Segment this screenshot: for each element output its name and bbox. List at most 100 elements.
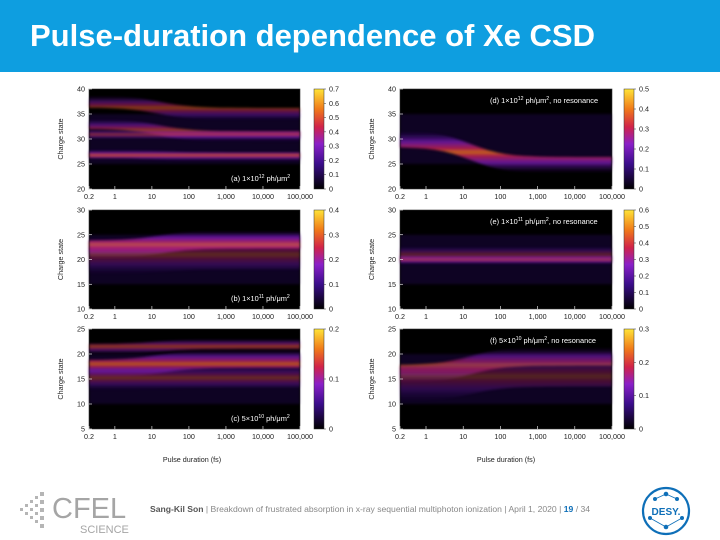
colorbar bbox=[623, 209, 635, 310]
x-tick-label: 0.2 bbox=[395, 432, 405, 441]
colorbar-tick-label: 0.4 bbox=[639, 239, 649, 248]
footer-page: 19 bbox=[563, 504, 574, 514]
panel-label: (b) 1×1011 ph/μm2 bbox=[231, 294, 290, 303]
colorbar bbox=[313, 328, 325, 430]
y-tick-label: 25 bbox=[77, 160, 85, 169]
colorbar-tick-label: 0.2 bbox=[329, 325, 339, 334]
intensity-ridge bbox=[89, 95, 300, 120]
x-tick-label: 0.2 bbox=[395, 312, 405, 321]
heatmap-panel: 0.2 1 10 100 1,000 10,000 100,000 20 25 30 35 40 Cha… bbox=[56, 85, 339, 202]
x-tick-label: 0.2 bbox=[84, 432, 94, 441]
y-tick-label: 10 bbox=[388, 400, 396, 409]
x-tick-label: 100,000 bbox=[287, 312, 313, 321]
x-tick-label: 100,000 bbox=[287, 432, 313, 441]
y-axis-label: Charge state bbox=[367, 358, 376, 399]
footer-text: Sang-Kil Son | Breakdown of frustrated a… bbox=[150, 504, 590, 514]
heatmap-panel: 0.2 1 10 100 1,000 10,000 100,000 10 15 20 25 30 Cha… bbox=[56, 206, 339, 322]
x-tick-label: 1 bbox=[424, 432, 428, 441]
y-tick-label: 25 bbox=[388, 160, 396, 169]
colorbar-tick-label: 0.3 bbox=[639, 125, 649, 134]
colorbar bbox=[313, 209, 325, 310]
x-tick-label: 100 bbox=[183, 312, 195, 321]
heatmap-grid: 0.2 1 10 100 1,000 10,000 100,0002025303540Cha… bbox=[56, 85, 649, 465]
panel-label: (e) 1×1011 ph/μm2, no resonance bbox=[490, 217, 598, 226]
y-axis-label: Charge state bbox=[367, 239, 376, 280]
colorbar-tick-label: 0.2 bbox=[329, 255, 339, 264]
x-tick-label: 0.2 bbox=[84, 312, 94, 321]
y-tick-label: 15 bbox=[388, 375, 396, 384]
colorbar-tick-label: 0.5 bbox=[329, 113, 339, 122]
x-tick-label: 0.2 bbox=[84, 192, 94, 201]
x-tick-label: 100 bbox=[183, 192, 195, 201]
colorbar-tick-label: 0.2 bbox=[329, 156, 339, 165]
footer-talk: Breakdown of frustrated absorption in x-… bbox=[210, 504, 502, 514]
footer-total: / 34 bbox=[575, 504, 591, 514]
colorbar-tick-label: 0.4 bbox=[329, 206, 339, 215]
intensity-ridge bbox=[400, 351, 612, 402]
x-tick-label: 1,000 bbox=[529, 312, 547, 321]
colorbar-tick-label: 0.4 bbox=[639, 105, 649, 114]
colorbar-tick-label: 0 bbox=[329, 425, 333, 434]
y-tick-label: 40 bbox=[388, 85, 396, 94]
footer-sep-3: | bbox=[559, 504, 562, 514]
y-tick-label: 20 bbox=[388, 350, 396, 359]
colorbar-tick-label: 0.1 bbox=[329, 375, 339, 384]
intensity-ridge bbox=[89, 234, 300, 275]
y-tick-label: 10 bbox=[77, 305, 85, 314]
colorbar-tick-label: 0.5 bbox=[639, 85, 649, 94]
x-tick-label: 10 bbox=[148, 312, 156, 321]
colorbar-tick-label: 0.2 bbox=[639, 145, 649, 154]
colorbar-tick-label: 0.2 bbox=[639, 358, 649, 367]
x-tick-label: 1,000 bbox=[217, 312, 235, 321]
x-tick-label: 10 bbox=[148, 192, 156, 201]
y-tick-label: 20 bbox=[388, 255, 396, 264]
y-axis-label: Charge state bbox=[56, 358, 65, 399]
x-tick-label: 10,000 bbox=[252, 192, 274, 201]
x-tick-label: 10,000 bbox=[564, 192, 586, 201]
intensity-ridge bbox=[89, 150, 300, 161]
colorbar-tick-label: 0.3 bbox=[329, 230, 339, 239]
intensity-ridge bbox=[89, 365, 300, 390]
x-axis-label-right: Pulse duration (fs) bbox=[477, 455, 535, 464]
y-tick-label: 25 bbox=[388, 325, 396, 334]
y-axis-label: Charge state bbox=[367, 118, 376, 159]
colorbar-tick-label: 0.6 bbox=[639, 206, 649, 215]
colorbar bbox=[313, 88, 325, 190]
colorbar-tick-label: 0 bbox=[639, 305, 643, 314]
colorbar-tick-label: 0.3 bbox=[639, 325, 649, 334]
colorbar-tick-label: 0 bbox=[329, 305, 333, 314]
x-tick-label: 10,000 bbox=[564, 432, 586, 441]
y-tick-label: 20 bbox=[77, 350, 85, 359]
colorbar-tick-label: 0.1 bbox=[639, 391, 649, 400]
colorbar-tick-label: 0.1 bbox=[639, 165, 649, 174]
panel-label: (a) 1×1012 ph/μm2 bbox=[231, 174, 290, 183]
intensity-ridge bbox=[400, 246, 612, 263]
colorbar-tick-label: 0.5 bbox=[639, 222, 649, 231]
y-tick-label: 25 bbox=[77, 325, 85, 334]
y-tick-label: 5 bbox=[392, 425, 396, 434]
x-tick-label: 10 bbox=[459, 192, 467, 201]
footer-sep-1: | bbox=[205, 504, 209, 514]
y-tick-label: 35 bbox=[77, 110, 85, 119]
colorbar-tick-label: 0.1 bbox=[329, 170, 339, 179]
y-tick-label: 15 bbox=[77, 280, 85, 289]
x-tick-label: 0.2 bbox=[395, 192, 405, 201]
x-tick-label: 10 bbox=[148, 432, 156, 441]
heatmap-panel: 0.2 1 10 100 1,000 10,000 100,000 5 10 15 20 25 Char… bbox=[56, 325, 339, 442]
colorbar-tick-label: 0 bbox=[639, 185, 643, 194]
y-tick-label: 30 bbox=[388, 206, 396, 215]
x-tick-label: 100,000 bbox=[599, 312, 625, 321]
footer-sep-2: | bbox=[504, 504, 507, 514]
x-tick-label: 100 bbox=[494, 432, 506, 441]
y-tick-label: 35 bbox=[388, 110, 396, 119]
colorbar bbox=[623, 88, 635, 190]
x-tick-label: 1 bbox=[424, 312, 428, 321]
x-tick-label: 10 bbox=[459, 432, 467, 441]
y-tick-label: 25 bbox=[77, 230, 85, 239]
x-tick-label: 1 bbox=[113, 192, 117, 201]
footer: CFEL SCIENCE Sang-Kil Son | Breakdown of… bbox=[0, 482, 720, 540]
svg-text:CFEL: CFEL bbox=[52, 493, 126, 525]
heatmap-panel: 0.2 1 10 100 1,000 10,000 100,000 10 15 20 25 30 Cha… bbox=[367, 206, 649, 322]
y-tick-label: 15 bbox=[388, 280, 396, 289]
y-axis-label: Charge state bbox=[56, 118, 65, 159]
